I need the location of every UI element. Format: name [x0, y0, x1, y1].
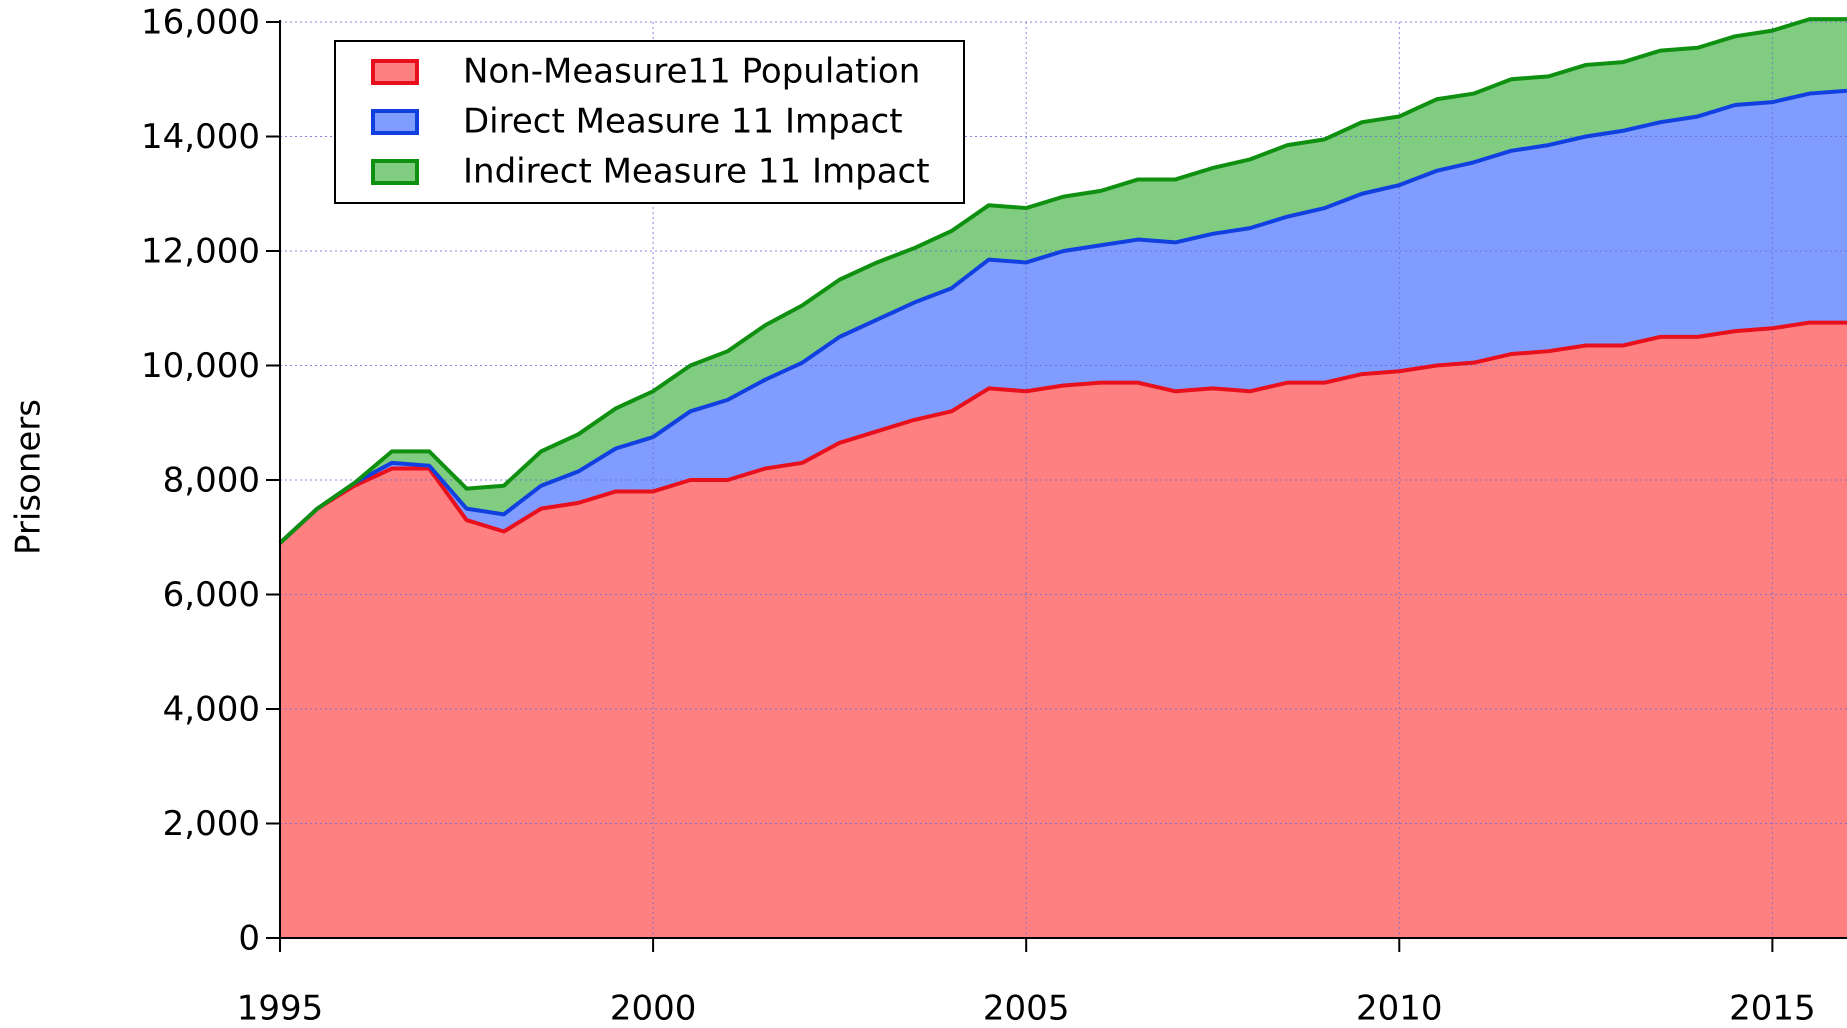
y-tick-label: 14,000 — [141, 117, 260, 157]
y-tick-label: 2,000 — [163, 804, 260, 844]
legend: Non-Measure11 Population Direct Measure 1… — [334, 40, 965, 204]
x-tick-label: 2010 — [1356, 989, 1443, 1028]
legend-swatch — [371, 159, 419, 185]
area-edge — [278, 17, 1847, 545]
area-edge — [278, 88, 1847, 545]
y-tick-label: 8,000 — [163, 461, 260, 501]
area-edge — [278, 320, 1847, 545]
area — [280, 19, 1847, 543]
y-tick-label: 6,000 — [163, 575, 260, 615]
legend-swatch — [371, 59, 419, 85]
y-tick-label: 4,000 — [163, 690, 260, 730]
legend-label: Non-Measure11 Population — [463, 52, 920, 92]
area — [280, 322, 1847, 938]
legend-label: Direct Measure 11 Impact — [463, 102, 903, 142]
y-axis-label: Prisoners — [9, 399, 49, 555]
legend-swatch — [371, 109, 419, 135]
y-tick-label: 16,000 — [141, 3, 260, 43]
area — [280, 90, 1847, 543]
x-tick-label: 2015 — [1729, 989, 1816, 1028]
x-tick-label: 2000 — [610, 989, 697, 1028]
y-tick-label: 10,000 — [141, 346, 260, 386]
x-tick-label: 2005 — [983, 989, 1070, 1028]
y-tick-label: 0 — [238, 919, 260, 959]
legend-label: Indirect Measure 11 Impact — [463, 152, 930, 192]
x-tick-label: 1995 — [237, 989, 324, 1028]
y-tick-label: 12,000 — [141, 232, 260, 272]
legend-box — [334, 40, 965, 204]
